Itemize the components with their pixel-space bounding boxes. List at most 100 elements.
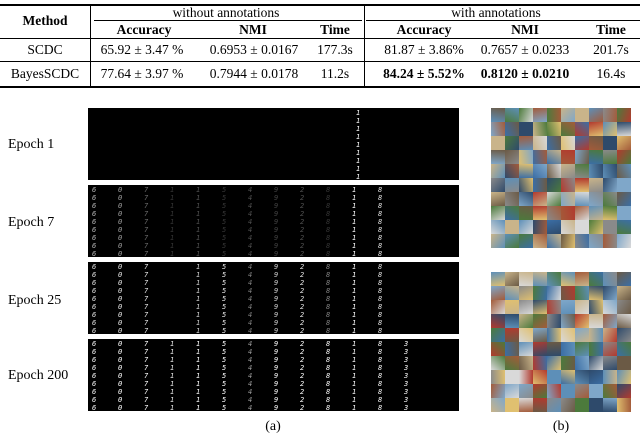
digit-column: 5 5 5 5 5 5 5 5 5 (222, 340, 227, 411)
digit-column: 8 8 8 8 8 8 8 8 8 (326, 263, 331, 334)
image-tile (519, 206, 533, 220)
image-tile (561, 398, 575, 412)
image-tile (561, 178, 575, 192)
image-tile (505, 314, 519, 328)
image-tile (491, 398, 505, 412)
epoch-label: Epoch 1 (8, 137, 55, 152)
image-tile (617, 108, 631, 122)
image-tile (547, 314, 561, 328)
image-tile (575, 108, 589, 122)
image-tile (505, 192, 519, 206)
image-tile (533, 234, 547, 248)
image-tile (491, 108, 505, 122)
digit-strip-epoch-1: 1 1 1 1 1 1 1 1 1 (88, 108, 459, 180)
row-time-2: 201.7s (593, 42, 629, 57)
image-tile (519, 108, 533, 122)
row-time-1: 177.3s (317, 42, 353, 57)
image-tile (547, 178, 561, 192)
image-tile (603, 164, 617, 178)
image-tile (617, 398, 631, 412)
digit-column: 1 1 1 1 1 1 1 1 1 (170, 186, 175, 257)
row-method: BayesSCDC (10, 66, 80, 81)
image-tile (561, 328, 575, 342)
image-tile (519, 150, 533, 164)
image-tile (575, 384, 589, 398)
digit-column: 0 0 0 0 0 0 0 0 0 (118, 263, 123, 334)
image-tile (603, 150, 617, 164)
image-tile (491, 370, 505, 384)
image-tile (589, 192, 603, 206)
group-divider (364, 6, 365, 86)
header-without-annotations: without annotations (172, 5, 280, 20)
digit-column: 0 0 0 0 0 0 0 0 0 (118, 340, 123, 411)
row-accuracy-2: 84.24 ± 5.52% (383, 66, 465, 81)
image-tile (603, 370, 617, 384)
image-tile (617, 150, 631, 164)
digit-column: 1 1 1 1 1 1 1 1 1 (196, 263, 201, 334)
digit-column: 1 1 1 1 1 1 1 1 1 (196, 340, 201, 411)
image-tile (519, 220, 533, 234)
image-tile (491, 164, 505, 178)
image-tile (589, 272, 603, 286)
image-tile (533, 398, 547, 412)
image-tile (617, 220, 631, 234)
image-tile (617, 328, 631, 342)
digit-column: 4 4 4 4 4 4 4 4 4 (248, 186, 253, 257)
image-tile (603, 314, 617, 328)
image-tile (561, 108, 575, 122)
image-tile (617, 192, 631, 206)
image-tile (575, 206, 589, 220)
digit-column: 7 7 7 7 7 7 7 7 7 (144, 186, 149, 257)
image-tile (533, 342, 547, 356)
header-accuracy-2: Accuracy (396, 22, 452, 37)
image-tile (505, 342, 519, 356)
image-tile (519, 178, 533, 192)
row-nmi-1: 0.7944 ± 0.0178 (209, 66, 299, 81)
image-tile (519, 234, 533, 248)
image-tile (589, 300, 603, 314)
digit-column: 2 2 2 2 2 2 2 2 2 (300, 340, 305, 411)
digit-column: 6 6 6 6 6 6 6 6 6 (92, 263, 97, 334)
image-tile (589, 398, 603, 412)
digit-strip-epoch-7: 6 6 6 6 6 6 6 6 6 0 0 0 0 0 0 0 0 0 7 7 … (88, 185, 459, 257)
image-tile (617, 164, 631, 178)
image-tile (603, 342, 617, 356)
image-tile (575, 356, 589, 370)
digit-column: 7 7 7 7 7 7 7 7 7 (144, 263, 149, 334)
image-tile (617, 206, 631, 220)
image-tile (505, 370, 519, 384)
digit-strip-epoch-25: 6 6 6 6 6 6 6 6 6 0 0 0 0 0 0 0 0 0 7 7 … (88, 262, 459, 334)
image-tile (547, 122, 561, 136)
image-tile (575, 272, 589, 286)
image-tile (561, 122, 575, 136)
header-rule (0, 38, 640, 39)
image-tile (575, 150, 589, 164)
image-tile (589, 286, 603, 300)
image-tile (575, 122, 589, 136)
image-tile (589, 206, 603, 220)
image-tile (589, 164, 603, 178)
image-tile (547, 234, 561, 248)
image-tile (491, 356, 505, 370)
image-tile (589, 342, 603, 356)
digit-column: 9 9 9 9 9 9 9 9 9 (274, 340, 279, 411)
image-tile (617, 384, 631, 398)
image-tile (547, 398, 561, 412)
image-tile (589, 370, 603, 384)
header-method: Method (22, 13, 68, 28)
image-tile (505, 384, 519, 398)
image-tile (617, 356, 631, 370)
image-tile (617, 342, 631, 356)
image-tile (505, 150, 519, 164)
image-tile (561, 286, 575, 300)
image-tile (603, 220, 617, 234)
image-tile (533, 384, 547, 398)
image-tile (575, 136, 589, 150)
image-tile (561, 220, 575, 234)
image-tile (561, 300, 575, 314)
image-tile (603, 178, 617, 192)
image-tile (491, 286, 505, 300)
row-nmi-2: 0.8120 ± 0.0210 (480, 66, 570, 81)
image-tile (561, 164, 575, 178)
image-tile (561, 192, 575, 206)
